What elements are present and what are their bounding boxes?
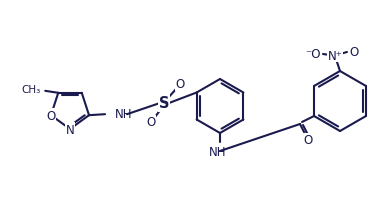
Text: CH₃: CH₃ (21, 84, 40, 94)
Text: NH: NH (115, 107, 133, 120)
Text: O: O (176, 78, 185, 91)
Text: S: S (159, 96, 169, 111)
Text: NH: NH (209, 145, 227, 158)
Text: O: O (146, 116, 156, 129)
Text: N⁺: N⁺ (328, 49, 343, 62)
Text: O: O (303, 134, 313, 147)
Text: N: N (66, 123, 74, 136)
Text: O: O (350, 45, 359, 58)
Text: ⁻O: ⁻O (305, 47, 321, 60)
Text: O: O (47, 109, 56, 122)
